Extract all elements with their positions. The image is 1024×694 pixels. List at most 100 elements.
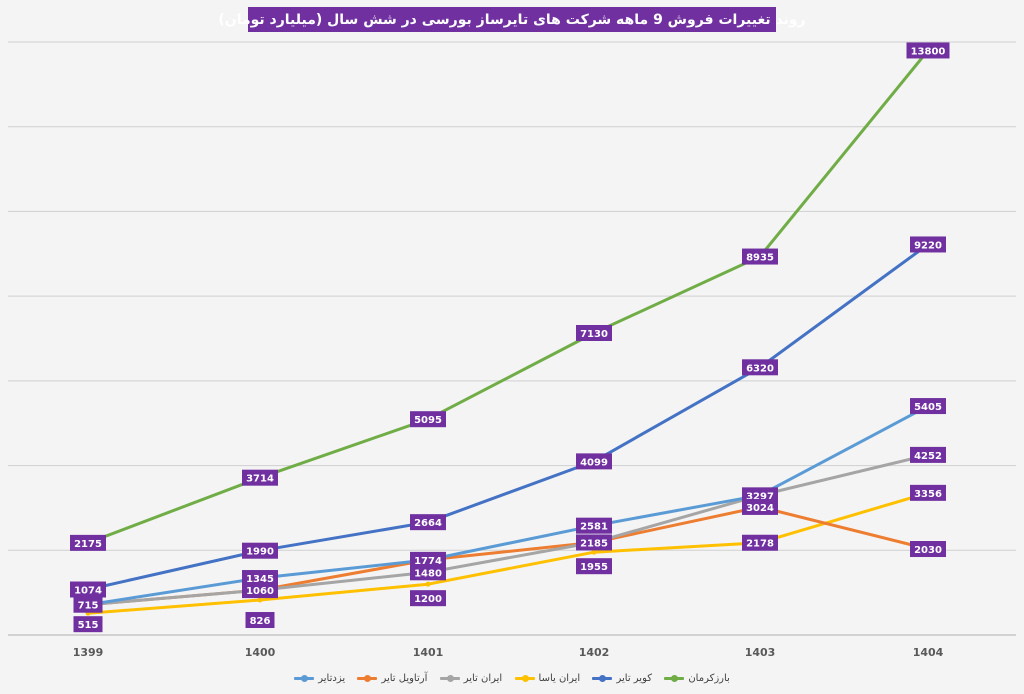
data-label-text: 515	[78, 620, 99, 631]
data-label-text: 2185	[580, 538, 608, 549]
data-label-box	[906, 42, 950, 59]
data-label-box	[410, 411, 446, 428]
data-label: 5405	[910, 398, 946, 415]
data-label: 3024	[742, 498, 778, 515]
data-label: 4252	[910, 446, 946, 463]
data-label-box	[742, 359, 778, 376]
data-label-text: 3356	[914, 489, 942, 500]
data-label-box	[410, 514, 446, 531]
data-label-text: 2581	[580, 522, 608, 533]
legend-swatch	[592, 674, 613, 682]
data-label: 2185	[576, 534, 612, 551]
data-label-box	[70, 534, 106, 551]
legend-label: ایران یاسا	[538, 672, 581, 684]
x-tick-label: 1399	[73, 646, 104, 659]
legend-item: بارزکرمان	[664, 673, 730, 684]
data-label: 515	[73, 616, 103, 633]
legend-item: ایران تایر	[439, 672, 503, 684]
legend-swatch	[294, 674, 315, 682]
data-label: 1200	[410, 590, 446, 607]
data-label-text: 4099	[580, 457, 608, 468]
data-label-box	[242, 542, 278, 559]
x-tick-label: 1403	[745, 646, 776, 659]
data-label-text: 5095	[414, 415, 442, 426]
series-line	[86, 404, 930, 607]
data-label-box	[576, 534, 612, 551]
series-line	[86, 505, 930, 607]
data-label: 9220	[910, 236, 946, 253]
data-label-text: 1200	[414, 594, 442, 605]
data-label-text: 5405	[914, 402, 942, 413]
data-label-box	[576, 453, 612, 470]
data-label-box	[410, 551, 446, 568]
data-label: 4099	[576, 453, 612, 470]
data-label: 2175	[70, 534, 106, 551]
data-label-box	[742, 248, 778, 265]
data-label: 2664	[410, 514, 446, 531]
legend-item: ایران یاسا	[514, 672, 581, 684]
legend-item: یزدتایر	[294, 673, 345, 684]
data-point	[257, 597, 263, 603]
legend-label: بارزکرمان	[688, 672, 730, 684]
data-label: 2030	[910, 541, 946, 558]
data-label-box	[410, 590, 446, 607]
series-line	[86, 243, 930, 591]
data-label-box	[910, 236, 946, 253]
data-label-box	[910, 446, 946, 463]
data-label-text: 3714	[246, 474, 274, 485]
data-label-text: 1060	[246, 586, 274, 597]
data-label-text: 1480	[414, 568, 442, 579]
data-label-text: 1774	[414, 556, 442, 567]
data-label-box	[242, 570, 278, 587]
chart-title: روند تغییرات فروش 9 ماهه شرکت های تایرسا…	[218, 7, 806, 32]
data-label: 1074	[70, 581, 106, 598]
data-label-text: 2664	[414, 518, 442, 529]
data-point	[425, 581, 431, 587]
legend-swatch	[514, 674, 535, 682]
data-label-box	[70, 581, 106, 598]
legend-label: یزدتایر	[318, 672, 346, 684]
data-label: 3356	[910, 484, 946, 501]
legend-label: ایران تایر	[463, 672, 503, 684]
data-label-box	[742, 498, 778, 515]
data-label-text: 6320	[746, 363, 774, 374]
data-label-text: 13800	[911, 46, 946, 57]
data-label: 5095	[410, 411, 446, 428]
data-label-box	[910, 398, 946, 415]
series-line	[86, 491, 930, 615]
data-label-box	[245, 612, 275, 629]
data-label: 13800	[906, 42, 950, 59]
data-label-text: 826	[250, 616, 271, 627]
data-label-text: 4252	[914, 451, 942, 462]
x-tick-label: 1402	[579, 646, 610, 659]
data-label: 2178	[742, 534, 778, 551]
legend-swatch	[664, 674, 685, 682]
data-label: 1955	[576, 558, 612, 575]
data-label: 3714	[242, 469, 278, 486]
data-label-text: 1990	[246, 547, 274, 558]
data-label-box	[242, 582, 278, 599]
data-label-text: 2178	[746, 539, 774, 550]
data-label-box	[410, 564, 446, 581]
data-label-box	[742, 534, 778, 551]
data-label: 826	[245, 612, 275, 629]
x-tick-label: 1400	[245, 646, 276, 659]
data-label-box	[910, 484, 946, 501]
legend-item: آرتاویل تایر	[357, 673, 427, 684]
data-label-text: 1345	[246, 574, 274, 585]
data-label: 1345	[242, 570, 278, 587]
data-label-text: 3024	[746, 503, 774, 514]
data-label-box	[242, 469, 278, 486]
series-line	[86, 453, 930, 607]
data-label-box	[73, 596, 103, 613]
data-label-box	[576, 517, 612, 534]
legend-item: کویر تایر	[592, 673, 652, 684]
data-label: 2581	[576, 517, 612, 534]
data-label-text: 8935	[746, 253, 774, 264]
data-label-text: 1955	[580, 562, 608, 573]
legend-label: آرتاویل تایر	[381, 672, 428, 684]
legend-label: کویر تایر	[616, 672, 653, 684]
data-label-text: 1074	[74, 586, 102, 597]
